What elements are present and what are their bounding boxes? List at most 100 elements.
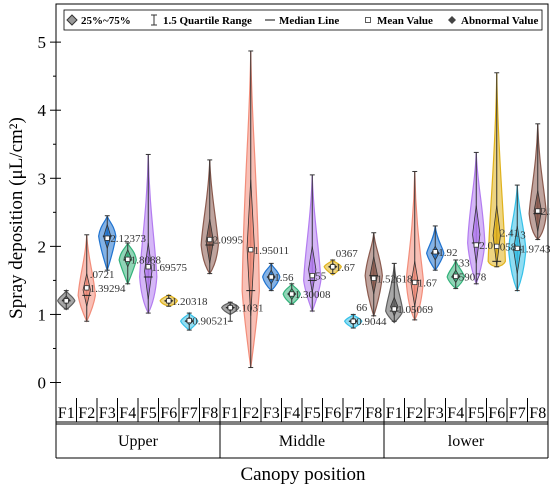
mean-value-label: 1.1031	[233, 303, 263, 315]
category-tick-label: F6	[324, 405, 341, 422]
legend-label: 25%~75%	[81, 15, 131, 27]
mean-marker	[350, 318, 356, 324]
legend: 25%~75% 1.5 Quartile Range Median Line Mean…	[63, 9, 543, 31]
mean-marker	[289, 291, 295, 297]
mean-value-label: 1.92	[438, 247, 457, 259]
mean-marker	[104, 235, 110, 241]
group-label: Upper	[118, 433, 159, 450]
violin-box-upper-f4	[118, 242, 137, 286]
x-axis-label: Canopy position	[240, 464, 366, 485]
mean-marker	[268, 274, 274, 280]
mean-marker	[494, 243, 500, 249]
mean-value-label: 0.9044	[356, 316, 387, 328]
group-label: lower	[448, 433, 485, 450]
violin-box-upper-f7	[179, 311, 199, 331]
mean-value-label: 66	[356, 302, 368, 314]
violin-box-middle-f1	[220, 301, 240, 322]
legend-item-whisker: 1.5 Quartile Range	[151, 14, 252, 27]
violin-box-upper-f5	[139, 153, 158, 315]
mean-marker	[412, 279, 418, 286]
y-tick-label: 0	[38, 374, 47, 393]
y-tick-label: 5	[38, 33, 47, 52]
violin-box-middle-f8	[364, 232, 383, 318]
category-tick-label: F5	[468, 405, 485, 422]
category-tick-label: F4	[283, 405, 300, 422]
violin-box-middle-f5	[303, 174, 322, 313]
mean-value-label: 1.95011	[254, 245, 289, 257]
category-tick-label: F3	[427, 405, 444, 422]
category-tick-label: F8	[365, 405, 382, 422]
mean-marker	[63, 298, 69, 304]
violin-box-upper-f1	[56, 288, 76, 311]
mean-value-label: 2.0	[479, 240, 493, 252]
mean-marker	[371, 275, 377, 281]
violin-box-middle-f2	[241, 50, 260, 369]
violin-box-lower-f4	[446, 259, 465, 290]
violin-box-middle-f6	[323, 258, 343, 276]
violin-box-lower-f8	[528, 123, 547, 241]
group-label: Middle	[279, 433, 325, 450]
y-axis-label: Spray deposition (μL/cm²)	[6, 117, 27, 319]
mean-marker	[473, 242, 479, 248]
mean-marker	[227, 305, 233, 311]
mean-marker	[166, 298, 172, 304]
legend-label: 1.5 Quartile Range	[163, 15, 252, 27]
mean-marker	[330, 264, 336, 270]
category-tick-label: F3	[263, 405, 280, 422]
violin-box-lower-f2	[405, 170, 424, 322]
legend-item-box: 25%~75%	[66, 14, 131, 27]
mean-marker	[125, 256, 131, 262]
legend-label: Abnormal Value	[461, 15, 538, 27]
category-tick-label: F7	[509, 405, 526, 422]
category-tick-label: F8	[529, 405, 546, 422]
category-tick-label: F4	[119, 405, 136, 422]
mean-marker	[391, 306, 397, 312]
mean-value-label: 2.41	[500, 227, 519, 239]
mean-value-label: 2.5	[541, 206, 550, 218]
mean-marker	[535, 208, 541, 214]
mean-value-label: 1.39294	[90, 283, 126, 295]
violin-box-lower-f6	[487, 72, 506, 268]
mean-value-label: 1.56	[274, 272, 294, 284]
legend-outlier-icon	[448, 16, 456, 24]
violin-box-lower-f1	[385, 262, 404, 324]
mean-marker	[432, 249, 438, 255]
category-tick-label: F1	[222, 405, 239, 422]
mean-value-label: 2.0995	[213, 235, 244, 247]
mean-marker	[84, 285, 90, 291]
legend-item-outlier: Abnormal Value	[448, 15, 538, 27]
mean-marker	[309, 273, 315, 279]
category-tick-label: F2	[406, 405, 423, 422]
violin-box-upper-f3	[98, 215, 117, 273]
category-tick-label: F5	[140, 405, 157, 422]
violin-box-upper-f8	[200, 159, 219, 275]
mean-value-label: 1.52618	[377, 273, 413, 285]
violin-box-lower-f7	[508, 184, 527, 293]
y-tick-label: 4	[38, 101, 47, 120]
legend-label: Mean Value	[377, 15, 433, 27]
mean-value-label: 1.05069	[397, 304, 433, 316]
category-tick-label: F2	[78, 405, 95, 422]
violin-box-lower-f3	[426, 225, 445, 272]
mean-value-label: 1.9743	[520, 243, 550, 255]
category-tick-label: F2	[242, 405, 259, 422]
y-tick-label: 2	[38, 237, 47, 256]
legend-box-icon	[66, 14, 78, 26]
mean-value-label: 1.30008	[295, 289, 331, 301]
mean-marker	[453, 273, 459, 279]
mean-marker	[186, 317, 192, 324]
violin-box-middle-f3	[262, 262, 281, 292]
mean-value-label: 3	[520, 229, 526, 241]
mean-marker	[145, 264, 151, 270]
mean-value-label: 1.69575	[151, 262, 187, 274]
mean-marker	[207, 236, 213, 243]
mean-value-label: 59078	[459, 271, 487, 283]
violin-box-lower-f5	[467, 151, 486, 286]
category-tick-label: F1	[386, 405, 403, 422]
category-tick-label: F7	[345, 405, 362, 422]
mean-value-label: 33	[459, 257, 471, 269]
mean-value-label: 2.12373	[110, 233, 146, 245]
mean-value-label: 1.8088	[131, 254, 162, 266]
